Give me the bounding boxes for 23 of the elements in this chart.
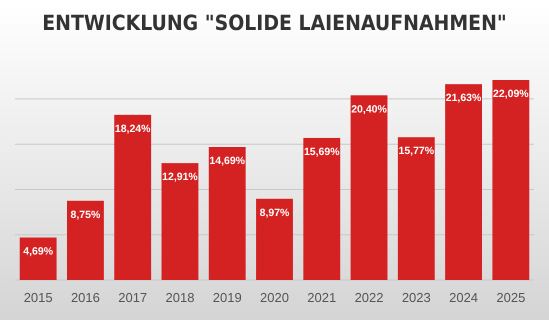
x-tick-label: 2021 [307, 290, 336, 305]
x-tick-label: 2015 [24, 290, 53, 305]
x-tick-label: 2016 [70, 290, 100, 305]
x-tick-label: 2018 [166, 290, 194, 305]
x-tick-label: 2019 [212, 290, 242, 305]
data-label: 14,69% [209, 155, 246, 167]
data-label: 12,91% [162, 171, 198, 184]
data-label: 4,69% [23, 246, 54, 258]
chart-title: ENTWICKLUNG "SOLIDE LAIENAUFNAHMEN" [42, 11, 507, 35]
data-label: 8,97% [260, 206, 290, 219]
data-label: 22,09% [493, 88, 530, 100]
x-tick-label: 2022 [354, 290, 384, 305]
data-label: 8,75% [70, 208, 101, 221]
x-tick-label: 2017 [118, 290, 148, 305]
x-tick-label: 2025 [496, 290, 526, 305]
data-label: 18,24% [114, 122, 152, 135]
data-label: 20,40% [351, 103, 388, 116]
x-tick-label: 2024 [449, 290, 478, 305]
x-tick-label: 2023 [402, 290, 431, 305]
data-label: 15,77% [398, 145, 435, 158]
data-label: 21,63% [446, 92, 482, 104]
data-label: 15,69% [304, 146, 340, 158]
x-tick-label: 2020 [260, 290, 289, 305]
